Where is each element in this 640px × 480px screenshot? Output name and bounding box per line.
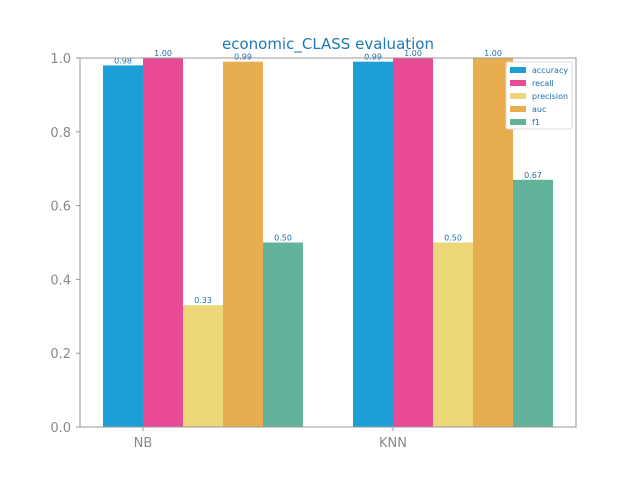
data-label-auc-knn: 1.00 [484,49,502,58]
y-tick-label: 1.0 [50,52,71,67]
data-label-auc-nb: 0.99 [234,53,252,62]
legend-swatch-recall [510,80,526,86]
data-label-accuracy-nb: 0.98 [114,56,132,65]
data-label-precision-nb: 0.33 [194,296,212,305]
bar-accuracy-nb [103,65,143,427]
y-tick-label: 0.4 [50,273,71,288]
legend-label-f1: f1 [532,118,540,127]
legend-swatch-auc [510,106,526,112]
legend-label-auc: auc [532,105,546,114]
legend-label-accuracy: accuracy [532,66,568,75]
bar-auc-nb [223,61,263,427]
legend-swatch-accuracy [510,67,526,73]
x-axis: NB KNN [134,427,407,451]
data-label-recall-knn: 1.00 [404,49,422,58]
data-label-accuracy-knn: 0.99 [364,53,382,62]
bar-recall-knn [393,58,433,427]
data-label-recall-nb: 1.00 [154,49,172,58]
bar-precision-knn [433,242,473,427]
x-tick-label-knn: KNN [379,436,407,451]
data-label-precision-knn: 0.50 [444,234,462,243]
legend-label-recall: recall [532,79,554,88]
y-tick-label: 0.2 [50,347,71,362]
data-label-f1-knn: 0.67 [524,171,542,180]
legend-swatch-f1 [510,119,526,125]
bar-f1-knn [513,179,553,427]
bars-group [103,58,553,427]
data-labels-group: 0.98 1.00 0.33 0.99 0.50 0.99 1.00 0.50 1.00 0.67 [114,49,542,305]
y-tick-label: 0.0 [50,421,71,436]
bar-precision-nb [183,305,223,427]
legend-swatch-precision [510,93,526,99]
bar-recall-nb [143,58,183,427]
data-label-f1-nb: 0.50 [274,234,292,243]
chart-title: economic_CLASS evaluation [222,35,434,54]
y-tick-label: 0.8 [50,126,71,141]
legend: accuracy recall precision auc f1 [505,61,573,130]
y-tick-label: 0.6 [50,200,71,215]
x-tick-label-nb: NB [134,436,153,451]
legend-box [505,61,573,130]
y-axis: 0.0 0.2 0.4 0.6 0.8 1.0 [50,52,80,436]
plot-frame [79,57,577,428]
legend-label-precision: precision [532,92,568,101]
bar-f1-nb [263,242,303,427]
bar-accuracy-knn [353,61,393,427]
